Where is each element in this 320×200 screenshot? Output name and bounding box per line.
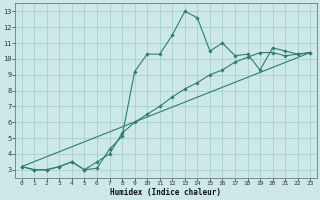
X-axis label: Humidex (Indice chaleur): Humidex (Indice chaleur)	[110, 188, 221, 197]
